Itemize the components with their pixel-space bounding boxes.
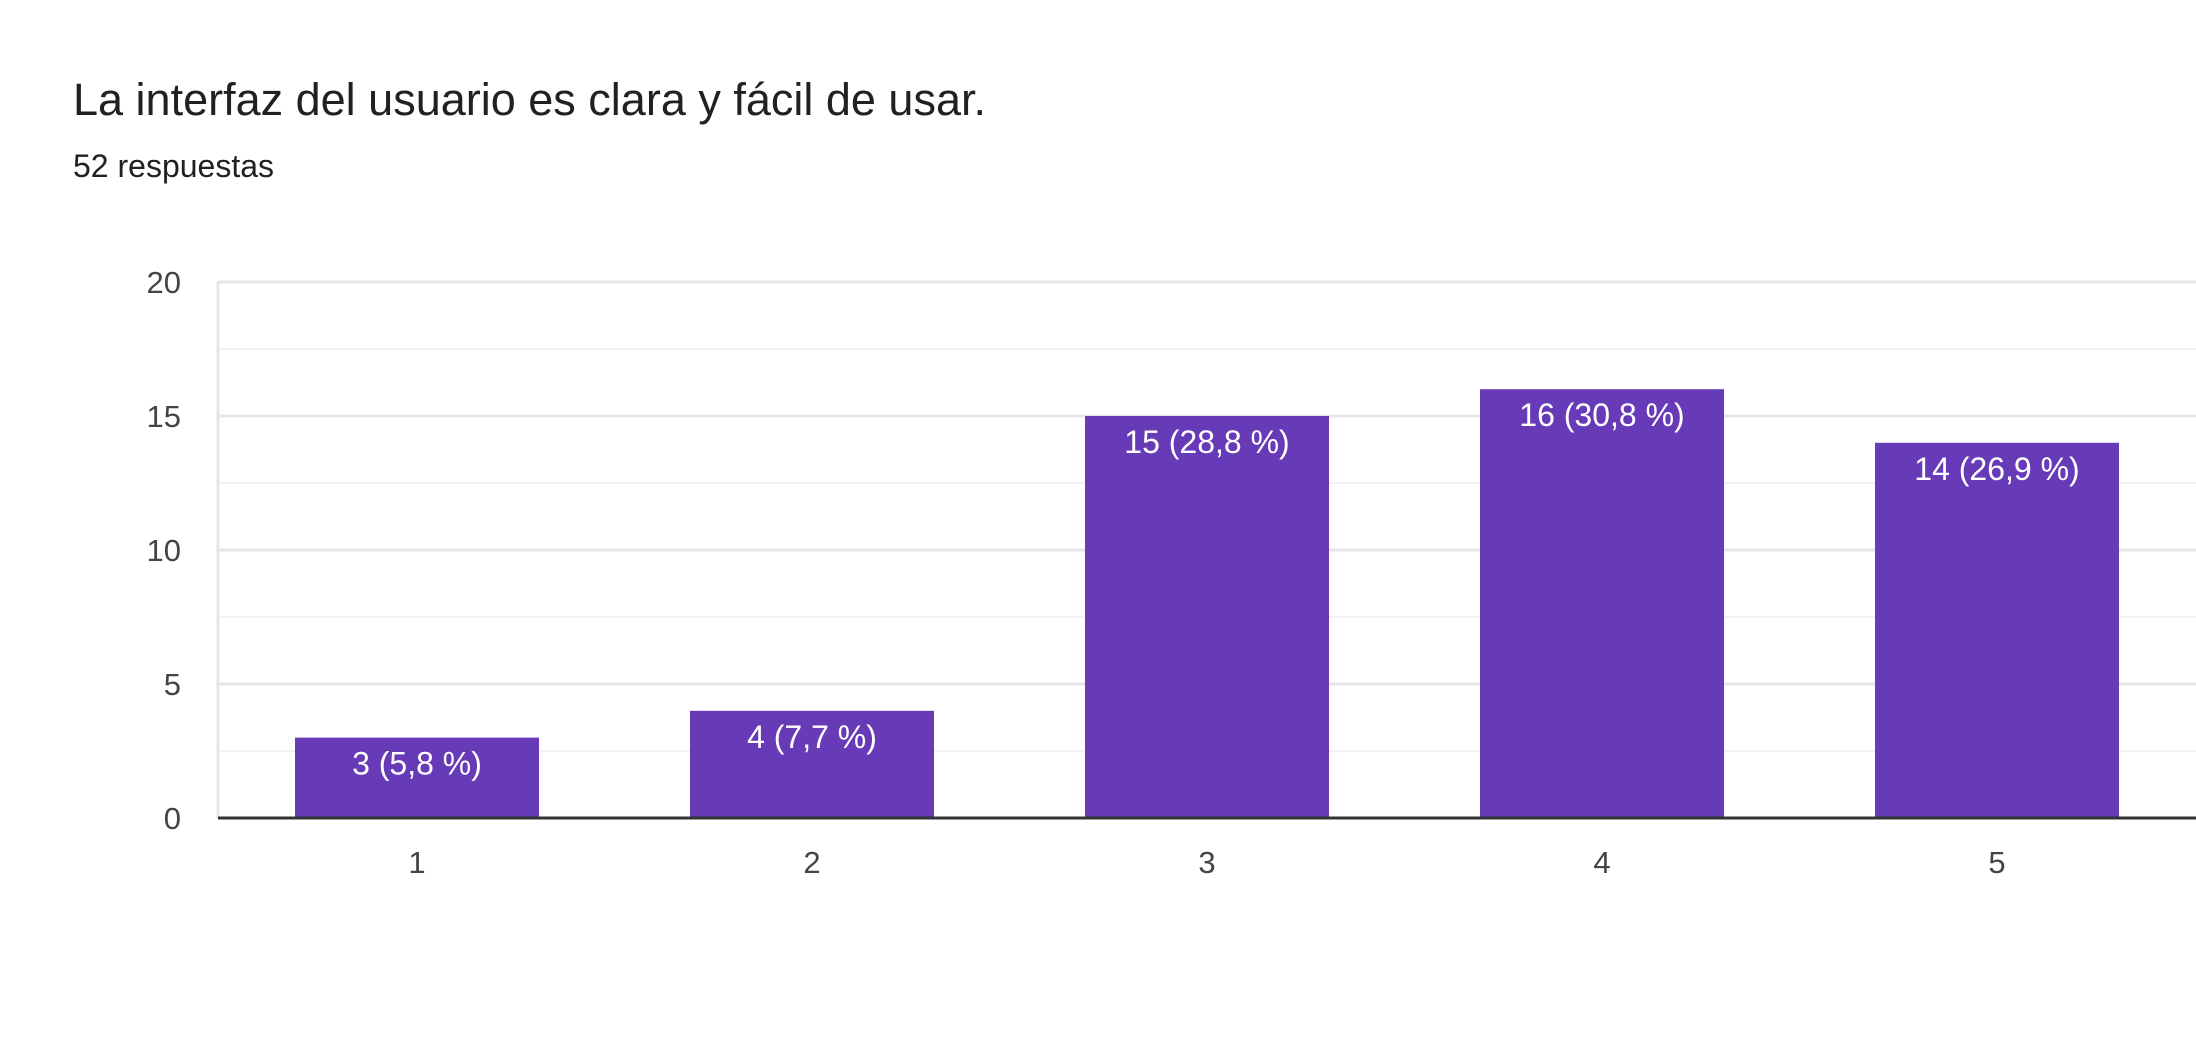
x-tick-label: 5 <box>1988 845 2005 880</box>
bar-data-label: 15 (28,8 %) <box>1124 424 1289 460</box>
bar-data-label: 3 (5,8 %) <box>352 746 482 782</box>
bar <box>295 737 539 818</box>
y-tick-label: 15 <box>147 399 181 434</box>
x-tick-label: 1 <box>408 845 425 880</box>
bar-data-label: 4 (7,7 %) <box>747 719 877 755</box>
bar <box>1875 442 2119 818</box>
labels: 0 5 10 15 20 3 (5,8 %) 1 4 (7,7 %) 2 15 (28,8 %) 3… <box>147 265 2080 880</box>
chart-title: La interfaz del usuario es clara y fácil… <box>73 74 986 125</box>
y-tick-label: 20 <box>147 265 181 300</box>
y-tick-label: 5 <box>164 667 181 702</box>
x-tick-label: 3 <box>1198 845 1215 880</box>
bar <box>1085 416 1329 818</box>
y-tick-label: 0 <box>164 801 181 836</box>
bars <box>218 389 2196 820</box>
y-tick-label: 10 <box>147 533 181 568</box>
bar <box>690 710 934 818</box>
response-count: 52 respuestas <box>73 148 275 184</box>
bar <box>1480 389 1724 818</box>
x-tick-label: 2 <box>803 845 820 880</box>
x-tick-label: 4 <box>1593 845 1610 880</box>
bar-data-label: 16 (30,8 %) <box>1519 397 1684 433</box>
bar-data-label: 14 (26,9 %) <box>1914 451 2079 487</box>
